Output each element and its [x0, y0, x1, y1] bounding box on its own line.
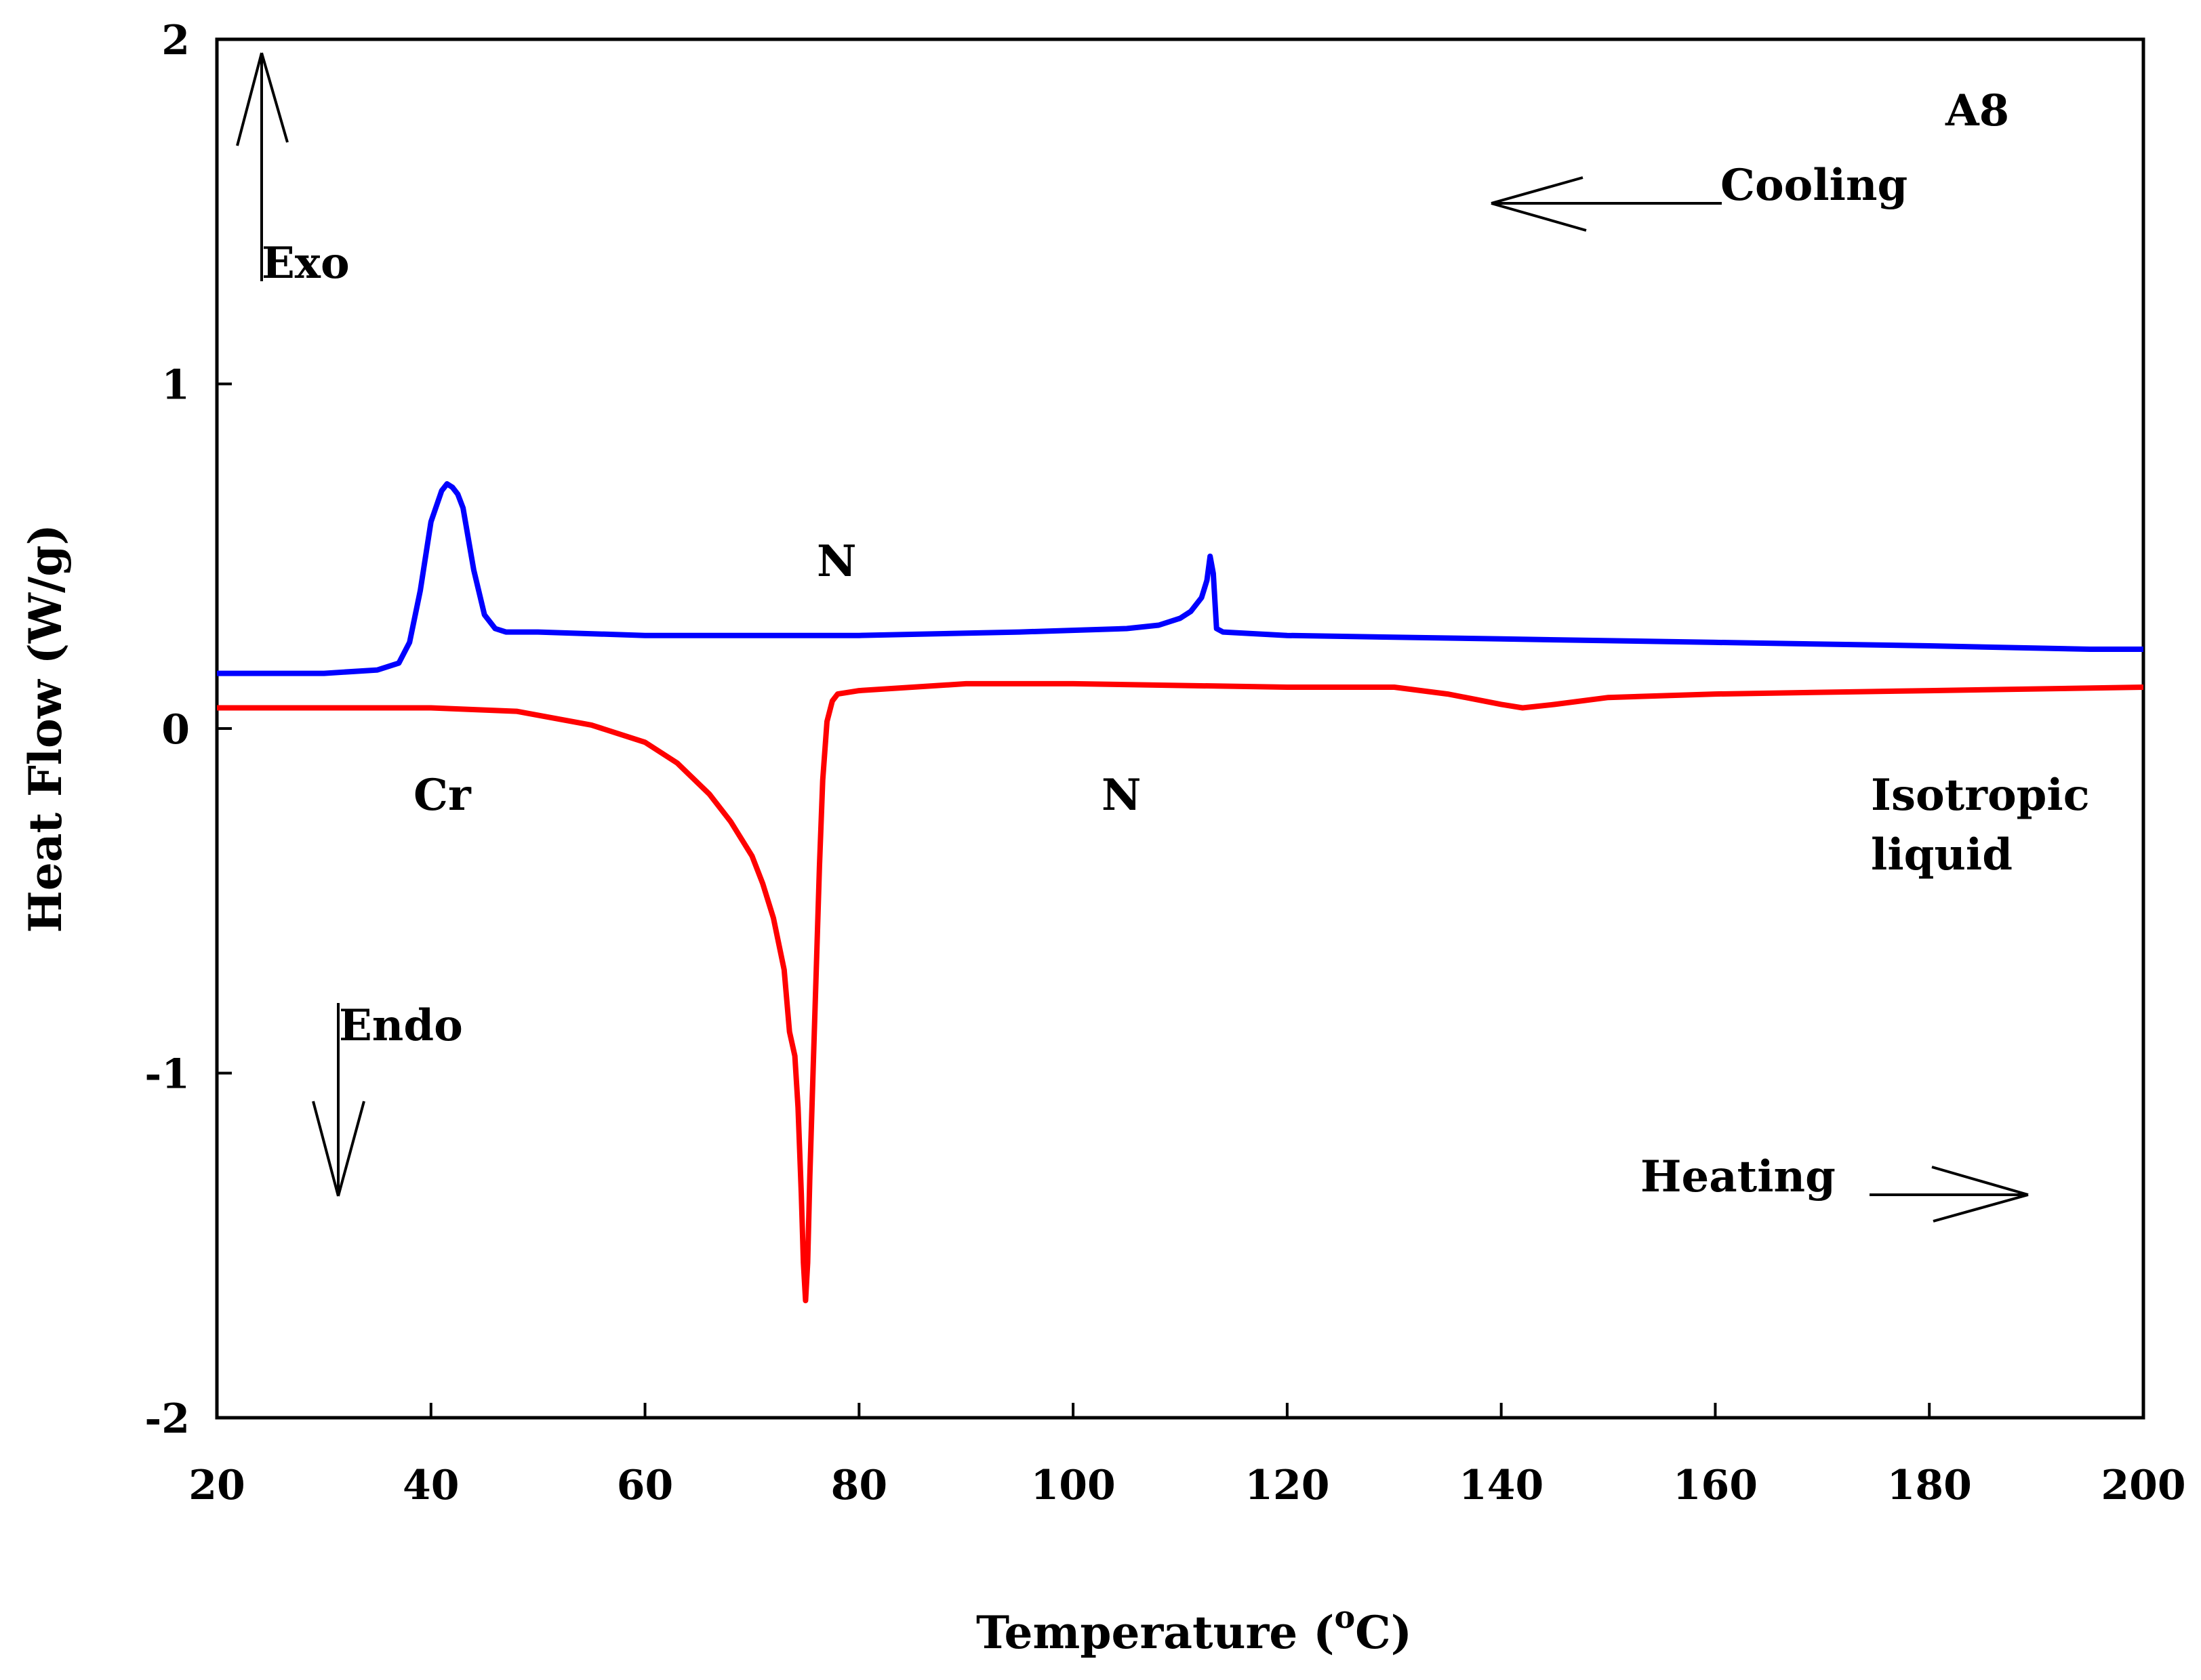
heating-label: Heating — [1640, 1151, 1836, 1202]
x-tick-label: 140 — [1459, 1462, 1543, 1509]
y-tick-label: 2 — [161, 17, 190, 64]
x-tick-label: 160 — [1673, 1462, 1758, 1509]
x-tick-label: 100 — [1030, 1462, 1115, 1509]
x-axis-title: Temperature (oC) — [976, 1599, 1412, 1659]
sample-label: A8 — [1945, 85, 2009, 136]
endo-arrow-icon — [312, 1003, 365, 1197]
x-tick-label: 60 — [617, 1462, 674, 1509]
x-tick-label: 180 — [1887, 1462, 1972, 1509]
plot-frame — [215, 37, 2145, 1420]
x-tick-label: 200 — [2101, 1462, 2185, 1509]
heating-arrow-icon — [1870, 1166, 2029, 1223]
phase-label-liquid: liquid — [1871, 829, 2013, 880]
heating-curve — [217, 680, 2144, 1304]
x-tick-label: 80 — [831, 1462, 888, 1509]
y-axis-title: Heat Flow (W/g) — [19, 524, 72, 933]
phase-label-cr: Cr — [413, 770, 472, 821]
x-tick-label: 40 — [403, 1462, 460, 1509]
x-tick-labels: 20 40 60 80 100 120 140 160 180 200 — [188, 1462, 2185, 1509]
cooling-label: Cooling — [1720, 160, 1907, 211]
axis-ticks — [216, 38, 2145, 1419]
endo-label: Endo — [339, 1000, 463, 1051]
phase-label-n-lower: N — [1102, 770, 1142, 821]
phase-label-n-upper: N — [817, 536, 857, 587]
x-tick-label: 20 — [188, 1462, 245, 1509]
x-tick-label: 120 — [1245, 1462, 1329, 1509]
x-axis-title-unit: C) — [1355, 1606, 1412, 1659]
x-axis-title-text: Temperature ( — [976, 1606, 1334, 1659]
y-tick-label: -1 — [144, 1051, 190, 1099]
phase-label-isotropic: Isotropic — [1871, 770, 2090, 821]
exo-arrow-icon — [236, 52, 289, 281]
cooling-curve — [217, 481, 2143, 676]
y-tick-labels: -2 -1 0 1 2 — [144, 17, 190, 1443]
cooling-arrow-icon — [1491, 176, 1722, 232]
y-tick-label: -2 — [144, 1395, 190, 1443]
exo-label: Exo — [262, 238, 350, 289]
y-tick-label: 0 — [161, 706, 190, 754]
x-axis-title-degree: o — [1334, 1599, 1355, 1635]
y-tick-label: 1 — [161, 362, 190, 409]
